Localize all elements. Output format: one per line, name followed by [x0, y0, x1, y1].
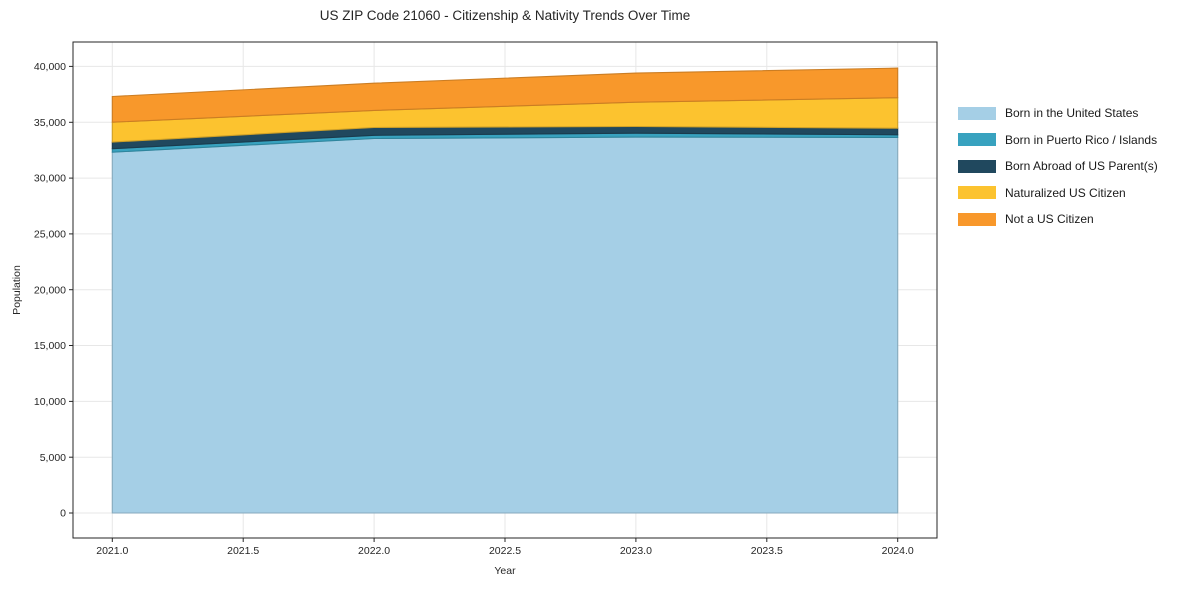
- y-tick-label: 10,000: [34, 396, 66, 408]
- legend-label: Naturalized US Citizen: [1005, 185, 1126, 200]
- x-tick-label: 2021.0: [96, 545, 128, 557]
- legend-label: Not a US Citizen: [1005, 212, 1094, 226]
- x-tick-label: 2023.5: [751, 545, 783, 557]
- legend-item: Not a US Citizen: [958, 212, 1158, 226]
- y-tick-label: 5,000: [40, 452, 66, 464]
- area-born-in-the-united-states: [111, 136, 899, 514]
- legend-swatch-born-abroad: [958, 159, 996, 173]
- legend-label: Born in Puerto Rico / Islands: [1005, 132, 1158, 147]
- y-axis-label: Population: [11, 265, 23, 315]
- x-tick-label: 2023.0: [620, 545, 652, 557]
- legend: Born in the United States Born in Puerto…: [958, 106, 1158, 226]
- chart-title: US ZIP Code 21060 - Citizenship & Nativi…: [319, 8, 691, 23]
- x-tick-label: 2024.0: [882, 545, 914, 557]
- legend-label: Born in the United States: [1005, 106, 1139, 120]
- y-tick-label: 35,000: [34, 117, 66, 129]
- legend-item: Born in Puerto Rico / Islands: [958, 133, 1158, 147]
- area-not-a-us-citizen: [111, 67, 899, 123]
- y-tick-label: 25,000: [34, 229, 66, 241]
- y-tick-label: 20,000: [34, 284, 66, 296]
- legend-swatch-puerto-rico: [958, 133, 996, 146]
- legend-item: Naturalized US Citizen: [958, 186, 1158, 200]
- legend-swatch-naturalized: [958, 186, 996, 199]
- legend-swatch-not-citizen: [958, 212, 996, 226]
- legend-label: Born Abroad of US Parent(s): [1005, 159, 1158, 173]
- x-axis-label: Year: [494, 565, 516, 577]
- y-tick-label: 40,000: [34, 61, 66, 73]
- x-tick-label: 2022.5: [489, 545, 521, 557]
- legend-swatch-born-us: [958, 106, 996, 120]
- y-tick-label: 0: [60, 508, 66, 520]
- legend-item: Born in the United States: [958, 106, 1158, 120]
- x-tick-label: 2021.5: [227, 545, 259, 557]
- y-tick-label: 30,000: [34, 173, 66, 185]
- legend-item: Born Abroad of US Parent(s): [958, 159, 1158, 173]
- y-tick-label: 15,000: [34, 340, 66, 352]
- x-tick-label: 2022.0: [358, 545, 390, 557]
